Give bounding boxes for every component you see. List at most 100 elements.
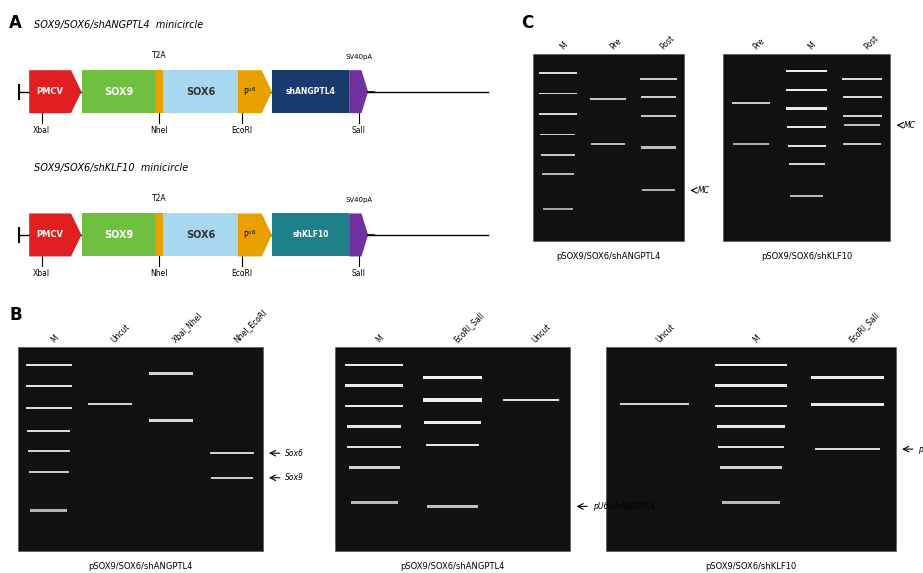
Text: B: B (9, 307, 22, 324)
Bar (606, 347, 895, 551)
Bar (163, 213, 238, 257)
Bar (149, 419, 193, 422)
Text: Pre: Pre (608, 37, 623, 52)
Text: pU6/shANGPTL4: pU6/shANGPTL4 (593, 502, 654, 511)
Bar (272, 70, 349, 113)
Polygon shape (238, 70, 272, 113)
Bar (641, 96, 676, 99)
Text: Uncut: Uncut (110, 322, 132, 344)
Text: Sall: Sall (352, 269, 366, 278)
Text: EcoRI: EcoRI (232, 269, 253, 278)
Bar (787, 126, 826, 128)
Text: pSOX9/SOX6/shANGPTL4: pSOX9/SOX6/shANGPTL4 (556, 252, 660, 261)
Bar (732, 102, 770, 104)
Text: XbaI_NheI: XbaI_NheI (171, 311, 205, 344)
Bar (845, 124, 881, 126)
Bar (26, 384, 72, 387)
Text: SOX9: SOX9 (103, 230, 133, 240)
Text: Nhel: Nhel (150, 126, 168, 135)
Bar (427, 505, 478, 508)
Bar (714, 364, 787, 366)
Bar (539, 113, 577, 115)
Text: Post: Post (658, 34, 677, 52)
Text: NheI_EcoRI: NheI_EcoRI (232, 308, 269, 344)
Bar (351, 501, 398, 504)
Bar (81, 70, 155, 113)
Bar (724, 54, 890, 241)
Text: pSOX9/SOX6/shANGPTL4: pSOX9/SOX6/shANGPTL4 (401, 562, 505, 571)
Bar (642, 189, 675, 191)
Text: Pre: Pre (751, 37, 766, 52)
Text: P$^{u6}$: P$^{u6}$ (244, 85, 257, 98)
Text: MC: MC (904, 121, 916, 129)
Text: A: A (9, 14, 22, 32)
Text: Xbal: Xbal (33, 269, 50, 278)
Bar (423, 398, 482, 402)
Text: SOX9/SOX6/shKLF10  minicircle: SOX9/SOX6/shKLF10 minicircle (34, 163, 188, 174)
Polygon shape (349, 70, 368, 113)
Text: Uncut: Uncut (531, 322, 553, 344)
Bar (18, 347, 262, 551)
Text: SV40pA: SV40pA (345, 54, 372, 60)
Text: SOX9/SOX6/shANGPTL4  minicircle: SOX9/SOX6/shANGPTL4 minicircle (34, 20, 203, 30)
Bar (347, 446, 401, 448)
Bar (26, 407, 72, 409)
Bar (842, 77, 882, 80)
Text: C: C (521, 14, 533, 32)
Text: PMCV: PMCV (37, 230, 64, 240)
Bar (29, 470, 68, 473)
Bar (733, 143, 769, 145)
Text: EcoRI_SalI: EcoRI_SalI (847, 310, 881, 344)
Polygon shape (349, 214, 368, 257)
Bar (28, 450, 69, 452)
Bar (790, 195, 823, 197)
Bar (30, 509, 67, 512)
Text: SV40pA: SV40pA (345, 198, 372, 203)
Bar (344, 405, 403, 407)
Bar (347, 425, 402, 428)
Bar (503, 399, 559, 401)
Bar (423, 376, 482, 379)
Bar (349, 466, 400, 469)
Bar (272, 213, 349, 257)
Bar (714, 384, 787, 387)
Bar (718, 446, 784, 448)
Bar (717, 425, 785, 428)
Bar (641, 77, 677, 80)
Bar (722, 501, 780, 504)
Text: M: M (49, 333, 60, 344)
Bar (619, 403, 689, 405)
Bar (155, 70, 163, 113)
Text: Sox6: Sox6 (285, 449, 304, 458)
Text: Uncut: Uncut (654, 322, 677, 344)
Bar (88, 403, 132, 405)
Bar (542, 172, 574, 175)
Bar (787, 144, 825, 147)
Bar (788, 163, 824, 166)
Text: pSOX9/SOX6/shKLF10: pSOX9/SOX6/shKLF10 (705, 562, 797, 571)
Bar (539, 72, 577, 74)
Text: pSOX9/SOX6/shANGPTL4: pSOX9/SOX6/shANGPTL4 (89, 562, 193, 571)
Bar (540, 134, 575, 135)
Bar (426, 444, 479, 446)
Text: M: M (557, 41, 569, 52)
Bar (81, 213, 155, 257)
Bar (590, 98, 627, 100)
Bar (785, 107, 827, 109)
Bar (210, 452, 254, 454)
Bar (844, 143, 881, 145)
Polygon shape (30, 70, 81, 113)
Text: Xbal: Xbal (33, 126, 50, 135)
Polygon shape (238, 214, 272, 257)
Text: Nhel: Nhel (150, 269, 168, 278)
Bar (714, 405, 787, 407)
Bar (641, 115, 676, 117)
Text: M: M (807, 41, 818, 52)
Bar (843, 115, 881, 117)
Bar (533, 54, 684, 241)
Text: SOX6: SOX6 (186, 87, 215, 97)
Bar (211, 477, 253, 479)
Text: M: M (374, 333, 385, 344)
Bar (815, 448, 881, 450)
Text: shKLF10: shKLF10 (293, 230, 329, 240)
